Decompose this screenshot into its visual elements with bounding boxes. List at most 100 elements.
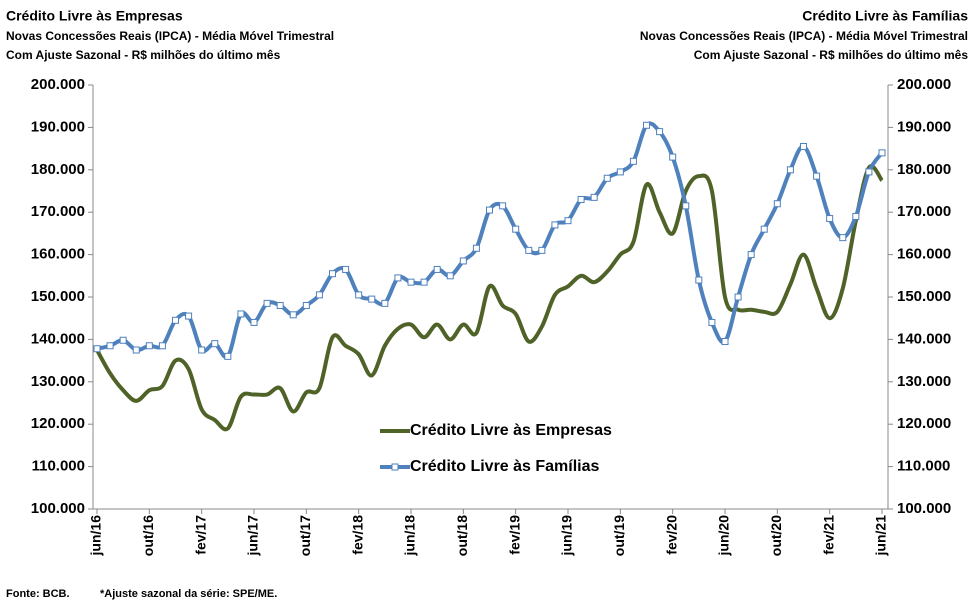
marker: [145, 342, 153, 350]
y2-tick-label: 160.000: [897, 246, 951, 263]
y2-tick-label: 150.000: [897, 288, 951, 305]
x-tick-label: fev/17: [192, 515, 208, 555]
x-tick-label: out/17: [297, 515, 313, 556]
marker: [538, 246, 546, 254]
x-tick-label: out/20: [768, 515, 784, 556]
left-subtitle: Novas Concessões Reais (IPCA) - Média Mó…: [6, 29, 334, 43]
y2-tick-label: 130.000: [897, 373, 951, 390]
x-tick-label: jun/20: [716, 515, 732, 557]
y2-tick-label: 200.000: [897, 76, 951, 93]
marker: [813, 172, 821, 180]
y-tick-label: 190.000: [31, 118, 85, 135]
x-tick-label: out/19: [611, 515, 627, 556]
marker: [119, 336, 127, 344]
marker: [381, 299, 389, 307]
x-tick-label: out/16: [140, 515, 156, 556]
y-tick-label: 140.000: [31, 330, 85, 347]
marker: [250, 318, 258, 326]
x-tick-label: jun/21: [873, 515, 889, 557]
series-line: [96, 121, 884, 360]
marker: [459, 257, 467, 265]
marker: [289, 311, 297, 319]
legend-marker: [391, 463, 399, 471]
marker: [603, 174, 611, 182]
y-tick-label: 110.000: [32, 458, 85, 475]
marker: [695, 276, 703, 284]
source: Fonte: BCB.: [6, 588, 70, 600]
y2-tick-label: 120.000: [897, 415, 951, 432]
marker: [708, 318, 716, 326]
marker: [773, 200, 781, 208]
x-tick-label: jun/17: [245, 515, 261, 557]
marker: [172, 316, 179, 324]
marker: [486, 206, 493, 214]
marker: [355, 291, 363, 299]
x-tick-label: fev/18: [349, 515, 365, 555]
marker: [590, 193, 598, 201]
right-title: Crédito Livre às Famílias: [802, 8, 968, 24]
marker: [512, 225, 520, 233]
y-tick-label: 200.000: [31, 76, 85, 93]
marker: [760, 225, 768, 233]
y-tick-label: 100.000: [31, 500, 85, 517]
left-note: Com Ajuste Sazonal - R$ milhões do últim…: [6, 48, 281, 62]
legend-label: Crédito Livre às Famílias: [410, 458, 600, 475]
marker: [551, 221, 559, 229]
marker: [224, 352, 232, 360]
marker: [132, 346, 140, 354]
marker: [786, 166, 794, 174]
marker: [656, 128, 664, 136]
marker: [852, 212, 860, 220]
y2-tick-label: 190.000: [897, 118, 951, 135]
y2-tick-label: 170.000: [897, 203, 951, 220]
marker: [433, 265, 441, 273]
y2-tick-label: 100.000: [897, 500, 951, 517]
marker: [198, 346, 206, 354]
x-tick-label: out/18: [454, 515, 470, 556]
x-tick-label: fev/19: [506, 515, 522, 555]
right-note: Com Ajuste Sazonal - R$ milhões do últim…: [694, 48, 969, 62]
marker: [643, 121, 650, 129]
marker: [302, 301, 310, 309]
right-subtitle: Novas Concessões Reais (IPCA) - Média Mó…: [640, 29, 968, 43]
marker: [394, 274, 402, 282]
marker: [721, 338, 729, 346]
y-tick-label: 160.000: [31, 246, 85, 263]
marker: [446, 272, 454, 280]
marker: [342, 265, 350, 273]
y-tick-label: 150.000: [31, 288, 85, 305]
marker: [747, 251, 755, 259]
marker: [564, 217, 572, 225]
x-tick-label: jun/16: [88, 515, 104, 557]
marker: [211, 340, 219, 348]
marker: [826, 215, 834, 223]
x-tick-label: jun/19: [559, 515, 575, 557]
marker: [682, 202, 690, 210]
y2-tick-label: 110.000: [897, 458, 950, 475]
left-title: Crédito Livre às Empresas: [6, 8, 183, 24]
marker: [865, 168, 873, 176]
marker: [800, 142, 807, 150]
marker: [420, 278, 428, 286]
marker: [329, 270, 336, 278]
marker: [839, 234, 847, 242]
marker: [629, 157, 637, 165]
y2-tick-label: 140.000: [897, 330, 951, 347]
y-tick-label: 130.000: [31, 373, 85, 390]
marker: [734, 293, 742, 301]
marker: [669, 153, 677, 161]
marker: [577, 195, 585, 203]
legend-label: Crédito Livre às Empresas: [410, 422, 612, 439]
y2-tick-label: 180.000: [897, 161, 951, 178]
marker: [106, 342, 114, 350]
series-line: [95, 164, 884, 432]
marker: [616, 168, 624, 176]
x-tick-label: jun/18: [402, 515, 418, 557]
y-tick-label: 170.000: [31, 203, 85, 220]
marker: [263, 299, 271, 307]
marker: [237, 310, 245, 318]
y-tick-label: 180.000: [31, 161, 85, 178]
marker: [368, 295, 376, 303]
marker: [93, 345, 101, 353]
